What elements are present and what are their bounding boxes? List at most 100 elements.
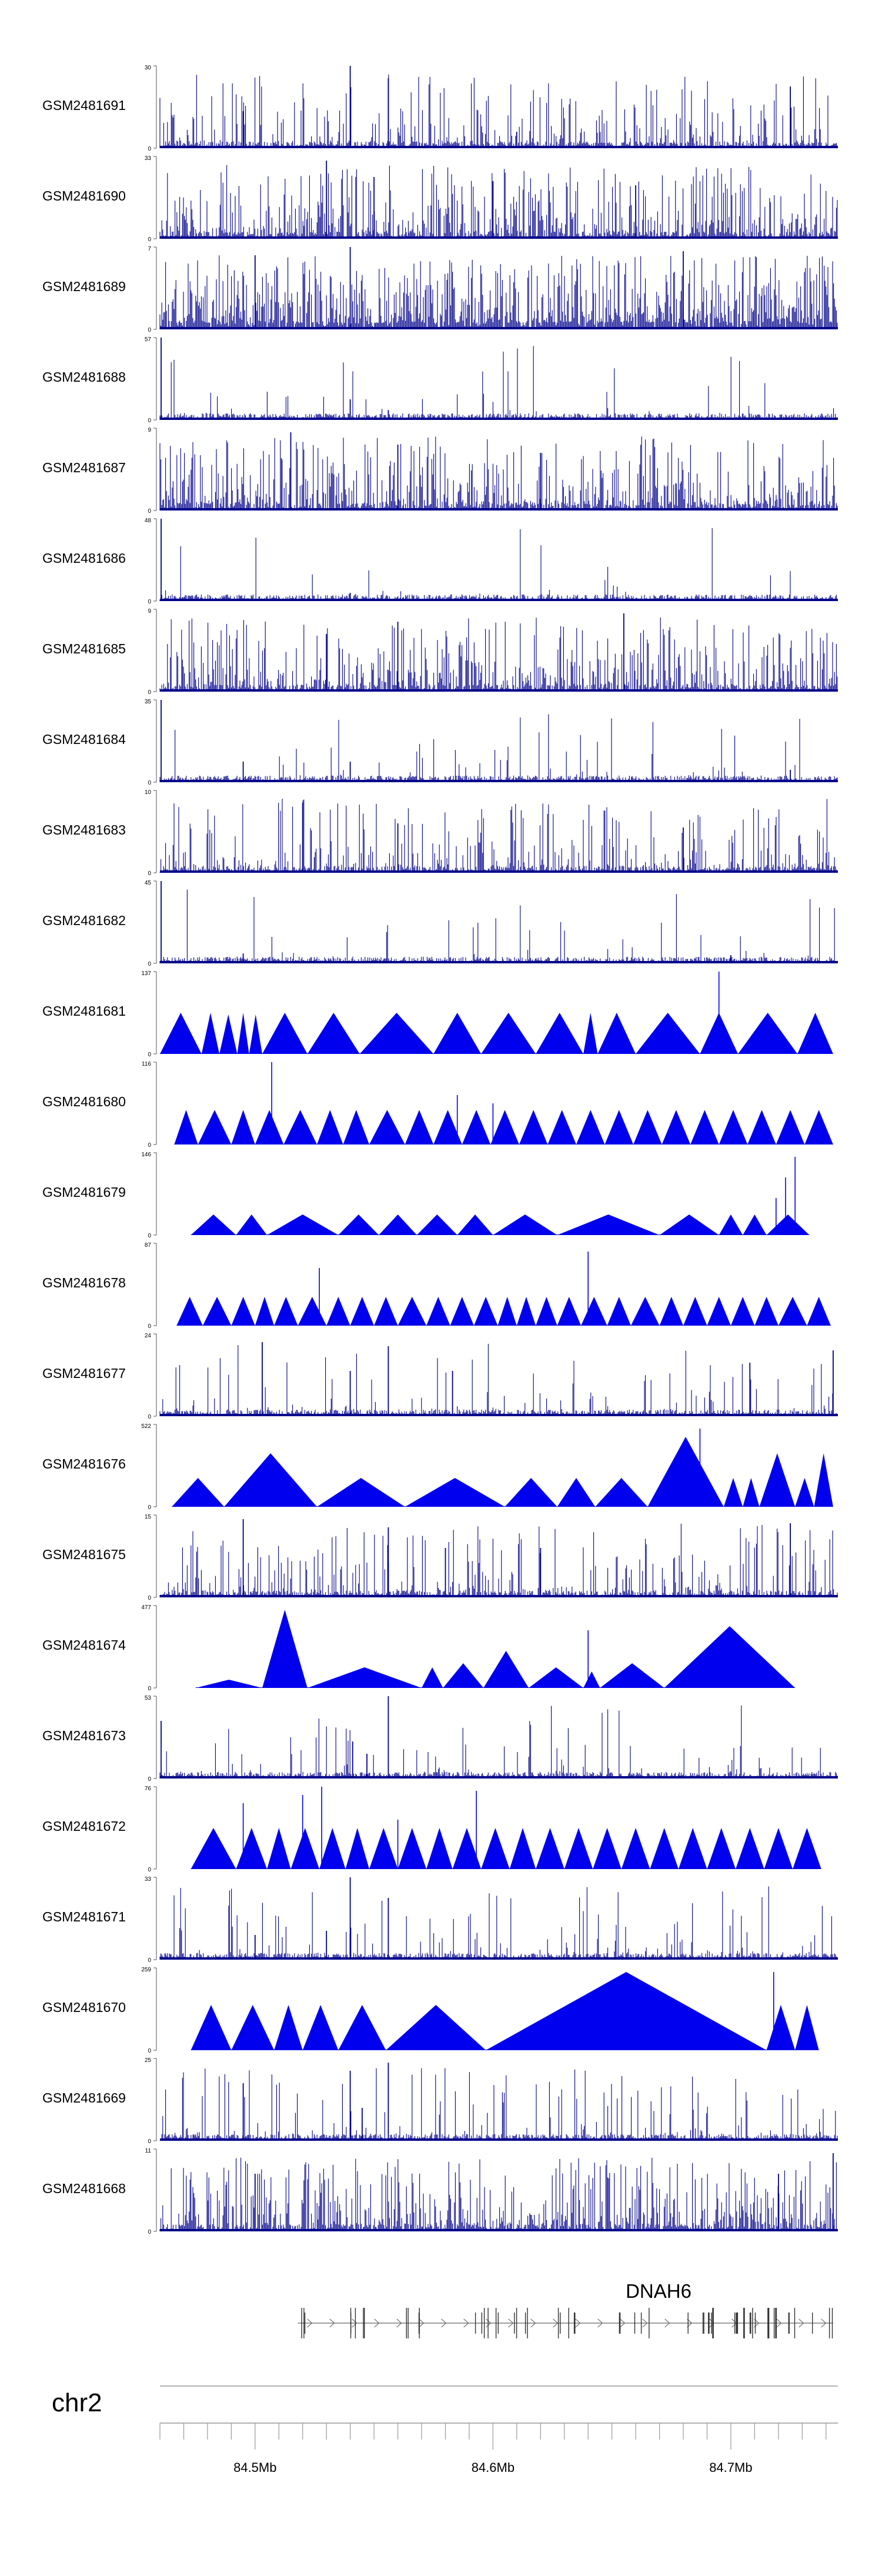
y-max-label: 9 <box>148 427 151 433</box>
strand-arrow-icon <box>687 2318 693 2328</box>
y-max-label: 10 <box>145 789 152 796</box>
y-max-label: 15 <box>145 1514 152 1520</box>
y-max-label: 146 <box>141 1152 151 1158</box>
track-GSM2481685: GSM2481685 9 0 <box>42 608 838 696</box>
track-label: GSM2481668 <box>42 2181 126 2196</box>
strand-arrow-icon <box>821 2318 827 2328</box>
signal-bars <box>159 799 838 873</box>
y-min-label: 0 <box>148 418 151 424</box>
y-min-label: 0 <box>148 236 151 243</box>
track-label: GSM2481690 <box>42 188 126 203</box>
y-min-label: 0 <box>148 2229 151 2235</box>
track-label: GSM2481671 <box>42 1909 126 1924</box>
track-label: GSM2481672 <box>42 1818 126 1834</box>
y-max-label: 11 <box>145 2148 152 2154</box>
signal-bars <box>159 528 838 601</box>
x-tick-label: 84.5Mb <box>233 2460 276 2475</box>
y-max-label: 477 <box>141 1604 151 1611</box>
coverage-area <box>172 1437 833 1507</box>
y-max-label: 522 <box>141 1423 151 1430</box>
y-min-label: 0 <box>148 1142 151 1149</box>
y-max-label: 24 <box>145 1333 152 1339</box>
signal-bars <box>159 714 838 782</box>
coverage-area <box>174 1110 833 1144</box>
track-label: GSM2481684 <box>42 732 126 747</box>
signal-bars <box>159 1886 838 1960</box>
signal-bars <box>159 346 838 420</box>
signal-bars <box>159 255 838 329</box>
y-min-label: 0 <box>148 1957 151 1964</box>
track-GSM2481672: GSM2481672 76 0 <box>42 1786 821 1873</box>
track-label: GSM2481674 <box>42 1637 126 1653</box>
strand-arrow-icon <box>352 2318 358 2328</box>
y-max-label: 137 <box>141 970 151 977</box>
strand-arrow-icon <box>307 2318 313 2328</box>
strand-arrow-icon <box>508 2318 514 2328</box>
coverage-area <box>191 1828 821 1869</box>
x-tick-label: 84.7Mb <box>709 2460 752 2475</box>
strand-arrow-icon <box>374 2318 380 2328</box>
signal-bars <box>159 889 838 963</box>
track-GSM2481689: GSM2481689 7 0 <box>42 246 838 333</box>
track-GSM2481681: GSM2481681 137 0 <box>42 970 833 1058</box>
y-min-label: 0 <box>148 1414 151 1420</box>
strand-arrow-icon <box>396 2318 402 2328</box>
track-GSM2481671: GSM2481671 33 0 <box>42 1876 838 1964</box>
y-max-label: 9 <box>148 608 151 615</box>
track-GSM2481678: GSM2481678 87 0 <box>42 1242 831 1330</box>
track-label: GSM2481680 <box>42 1094 126 1109</box>
y-max-label: 35 <box>145 699 152 705</box>
signal-bars <box>159 618 838 692</box>
track-GSM2481684: GSM2481684 35 0 <box>42 699 838 786</box>
coverage-area <box>195 1610 796 1688</box>
baseline-signal <box>160 689 838 692</box>
strand-arrow-icon <box>776 2318 782 2328</box>
y-min-label: 0 <box>148 1686 151 1692</box>
track-GSM2481674: GSM2481674 477 0 <box>42 1604 796 1692</box>
signal-bars <box>159 436 838 510</box>
y-min-label: 0 <box>148 2138 151 2145</box>
signal-bars <box>159 74 838 148</box>
track-label: GSM2481691 <box>42 98 126 113</box>
y-min-label: 0 <box>148 599 151 605</box>
signal-bars <box>159 1705 838 1778</box>
y-max-label: 33 <box>145 1876 152 1883</box>
strand-arrow-icon <box>754 2318 760 2328</box>
track-GSM2481682: GSM2481682 45 0 <box>42 880 838 967</box>
y-min-label: 0 <box>148 1323 151 1330</box>
track-GSM2481687: GSM2481687 9 0 <box>42 427 838 515</box>
y-max-label: 57 <box>145 336 152 343</box>
y-min-label: 0 <box>148 508 151 515</box>
y-min-label: 0 <box>148 146 151 152</box>
y-max-label: 87 <box>145 1242 152 1249</box>
y-min-label: 0 <box>148 1595 151 1601</box>
track-GSM2481691: GSM2481691 30 0 <box>42 65 838 152</box>
gene-name-label: DNAH6 <box>626 2280 691 2302</box>
track-GSM2481686: GSM2481686 48 0 <box>42 518 838 605</box>
y-min-label: 0 <box>148 961 151 967</box>
track-label: GSM2481669 <box>42 2090 126 2105</box>
track-label: GSM2481686 <box>42 550 126 566</box>
y-min-label: 0 <box>148 327 151 333</box>
track-label: GSM2481685 <box>42 641 126 656</box>
strand-arrow-icon <box>620 2318 626 2328</box>
y-max-label: 76 <box>145 1786 152 1792</box>
strand-arrow-icon <box>329 2318 335 2328</box>
strand-arrow-icon <box>419 2318 425 2328</box>
y-min-label: 0 <box>148 870 151 877</box>
track-GSM2481675: GSM2481675 15 0 <box>42 1514 838 1601</box>
coverage-tracks: GSM2481691300GSM2481690330GSM248168970GS… <box>42 65 838 2235</box>
track-label: GSM2481673 <box>42 1728 126 1743</box>
coverage-area <box>191 1972 819 2050</box>
y-min-label: 0 <box>148 1776 151 1783</box>
track-label: GSM2481670 <box>42 2000 126 2015</box>
strand-arrow-icon <box>575 2318 581 2328</box>
signal-bars <box>159 1343 838 1416</box>
track-label: GSM2481676 <box>42 1456 126 1471</box>
track-label: GSM2481678 <box>42 1275 126 1290</box>
track-GSM2481668: GSM2481668 11 0 <box>42 2148 838 2235</box>
y-max-label: 45 <box>145 880 152 886</box>
y-max-label: 30 <box>145 65 152 71</box>
y-min-label: 0 <box>148 1867 151 1873</box>
